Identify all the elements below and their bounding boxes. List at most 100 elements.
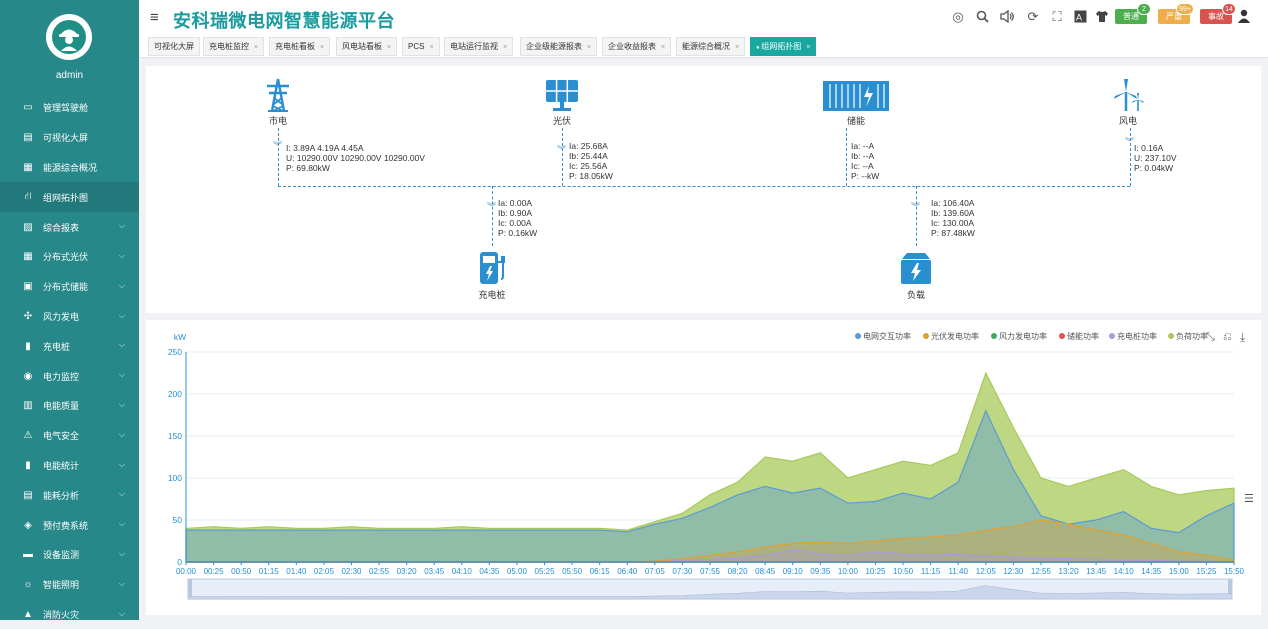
sidebar-item-0[interactable]: ▭ 管理驾驶舱	[0, 93, 139, 123]
tab-4[interactable]: PCS ×	[402, 37, 440, 56]
legend-label-0: 电网交互功率	[863, 331, 911, 341]
sidebar-item-1[interactable]: ▤ 可视化大屏	[0, 123, 139, 153]
filter-settings-icon[interactable]: ☰	[1244, 493, 1254, 505]
close-icon[interactable]: ×	[254, 44, 259, 51]
sidebar-item-label: 分布式储能	[43, 282, 89, 293]
alarm-normal-count: 2	[1137, 3, 1151, 15]
storage-icon: ▣	[23, 281, 33, 293]
chevron-down-icon: ⌵	[118, 310, 125, 320]
x-tick-label: 03:20	[397, 567, 418, 576]
sidebar-menu: ▭ 管理驾驶舱 ▤ 可视化大屏 ▦ 能源综合概况 ⛙ 组网拓扑图 ▨ 综合报表 ⌵ ▦ 分布式光伏 ⌵ ▣ 分…	[0, 93, 139, 629]
zoom-area-icon[interactable]: ⤡	[1206, 331, 1215, 343]
help-circle-icon[interactable]: ◎	[952, 9, 964, 24]
avatar[interactable]	[46, 14, 92, 60]
alarm-accident-label: 事故	[1208, 12, 1224, 21]
alarm-severe-badge[interactable]: 严重 99+	[1158, 3, 1194, 24]
close-icon[interactable]: ×	[320, 44, 325, 51]
font-size-icon[interactable]: A	[1073, 10, 1087, 24]
x-tick-label: 09:10	[783, 567, 804, 576]
sidebar-item-9[interactable]: ◉ 电力监控 ⌵	[0, 361, 139, 391]
alarm-severe-count: 99+	[1176, 3, 1194, 15]
tab-8[interactable]: 能源综合概况 ×	[676, 37, 746, 56]
sidebar-item-13[interactable]: ▤ 能耗分析 ⌵	[0, 480, 139, 510]
storage-ic: Ic: --A	[851, 161, 874, 171]
sidebar-item-7[interactable]: ✣ 风力发电 ⌵	[0, 302, 139, 332]
sidebar-item-17[interactable]: ▲ 消防火灾 ⌵	[0, 600, 139, 629]
sidebar-item-2[interactable]: ▦ 能源综合概况	[0, 153, 139, 183]
load-node[interactable]: 负载	[896, 250, 936, 301]
sidebar-item-16[interactable]: ☼ 智能照明 ⌵	[0, 570, 139, 600]
theme-shirt-icon[interactable]	[1095, 10, 1109, 24]
bar-stats-icon: ▮	[25, 459, 31, 471]
tab-9[interactable]: ● 组网拓扑图 ×	[750, 37, 817, 56]
volume-icon[interactable]	[1000, 9, 1014, 24]
legend-label-4: 充电桩功率	[1117, 331, 1157, 341]
sidebar-item-label: 能耗分析	[43, 490, 80, 501]
menu-toggle-icon[interactable]: ≡	[150, 9, 159, 26]
alarm-normal-badge[interactable]: 普通 2	[1115, 3, 1151, 24]
sidebar-item-15[interactable]: ▬ 设备监测 ⌵	[0, 540, 139, 570]
close-icon[interactable]: ×	[806, 44, 811, 51]
tab-5[interactable]: 电站运行监视 ×	[444, 37, 514, 56]
tab-label: 电站运行监视	[450, 42, 498, 51]
sidebar-item-10[interactable]: ▥ 电能质量 ⌵	[0, 391, 139, 421]
close-icon[interactable]: ×	[387, 44, 392, 51]
tab-1[interactable]: 充电桩监控 ×	[203, 37, 265, 56]
sidebar-item-4[interactable]: ▨ 综合报表 ⌵	[0, 212, 139, 242]
user-icon[interactable]	[1237, 9, 1251, 23]
close-icon[interactable]: ×	[503, 44, 508, 51]
x-tick-label: 12:55	[1031, 567, 1052, 576]
charger-node[interactable]: 充电桩	[472, 250, 512, 301]
grid-voltage: U: 10290.00V 10290.00V 10290.00V	[286, 153, 425, 163]
legend-label-5: 负荷功率	[1176, 331, 1208, 341]
tab-3[interactable]: 风电站看板 ×	[336, 37, 398, 56]
tab-0[interactable]: 可视化大屏	[148, 37, 200, 56]
grid-power: P: 69.80kW	[286, 163, 330, 173]
close-icon[interactable]: ×	[429, 44, 434, 51]
y-tick-label: 150	[168, 431, 182, 441]
bus-line	[278, 186, 1130, 187]
x-tick-label: 10:25	[865, 567, 886, 576]
pv-node[interactable]: 光伏	[538, 78, 586, 127]
alarm-accident-badge[interactable]: 事故 14	[1200, 3, 1236, 24]
sidebar-item-5[interactable]: ▦ 分布式光伏 ⌵	[0, 242, 139, 272]
load-flow-arrow-icon: ︾	[911, 202, 921, 212]
solar-grid-icon: ▦	[23, 251, 33, 263]
legend-label-3: 储能功率	[1067, 331, 1099, 341]
storage-feeder-line	[846, 128, 847, 186]
sidebar-item-14[interactable]: ◈ 预付费系统 ⌵	[0, 510, 139, 540]
sidebar-item-6[interactable]: ▣ 分布式储能 ⌵	[0, 272, 139, 302]
sidebar-item-11[interactable]: ⚠ 电气安全 ⌵	[0, 421, 139, 451]
grid-current: I: 3.89A 4.19A 4.45A	[286, 143, 364, 153]
sidebar-item-12[interactable]: ▮ 电能统计 ⌵	[0, 451, 139, 481]
refresh-icon[interactable]: ⟳	[1027, 9, 1039, 24]
tab-7[interactable]: 企业收益报表 ×	[602, 37, 672, 56]
download-icon[interactable]: ⤓	[1240, 330, 1246, 344]
analysis-icon: ▤	[23, 489, 33, 501]
fullscreen-icon[interactable]: ⛶	[1052, 9, 1062, 24]
zoom-reset-icon[interactable]: ⎌	[1223, 331, 1232, 343]
search-icon[interactable]	[975, 10, 989, 24]
tab-2[interactable]: 充电桩看板 ×	[269, 37, 331, 56]
close-icon[interactable]: ×	[661, 44, 666, 51]
load-readings: Ia: 106.40A Ib: 139.60A Ic: 130.00A P: 8…	[931, 198, 975, 238]
close-icon[interactable]: ×	[587, 44, 592, 51]
storage-node[interactable]: 储能	[820, 80, 892, 127]
report-icon: ▨	[23, 221, 33, 233]
pv-ia: Ia: 25.68A	[569, 141, 608, 151]
wind-turbine-icon	[1114, 79, 1144, 111]
grid-node[interactable]: 市电	[258, 78, 298, 127]
chevron-down-icon: ⌵	[118, 548, 125, 558]
pv-ib: Ib: 25.44A	[569, 151, 608, 161]
battery-container-icon	[823, 81, 889, 111]
sidebar-item-8[interactable]: ▮ 充电桩 ⌵	[0, 331, 139, 361]
storage-power: P: --kW	[851, 171, 880, 181]
close-icon[interactable]: ×	[735, 44, 740, 51]
grid-feeder-line	[278, 128, 279, 186]
zoom-slider-handle-left	[188, 579, 192, 599]
sidebar-item-3[interactable]: ⛙ 组网拓扑图	[0, 182, 139, 213]
sidebar-item-label: 电气安全	[43, 431, 80, 442]
tab-6[interactable]: 企业级能源报表 ×	[520, 37, 598, 56]
wind-node[interactable]: 风电	[1106, 78, 1150, 127]
sidebar-item-label: 电能统计	[43, 460, 80, 471]
